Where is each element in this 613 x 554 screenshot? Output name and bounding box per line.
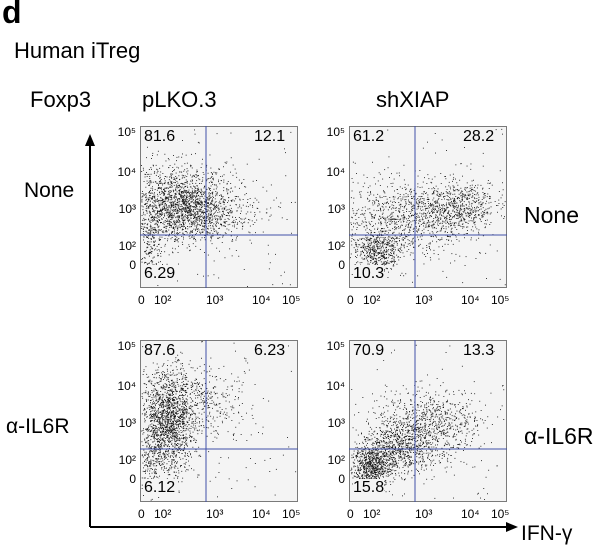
events-cloud	[141, 128, 296, 287]
events-cloud	[350, 344, 505, 500]
figure-subtitle: Human iTreg	[14, 38, 141, 63]
y-tick-label: 0	[129, 472, 136, 486]
y-tick-label: 10²	[118, 239, 136, 253]
quadrant-value-upper-left: 61.2	[353, 128, 385, 146]
x-tick-label: 10²	[154, 293, 172, 307]
x-tick-label: 10²	[363, 507, 381, 521]
quadrant-value-upper-left: 70.9	[353, 342, 385, 360]
x-tick-label: 0	[347, 293, 354, 307]
quadrant-value-upper-left: 81.6	[144, 128, 176, 146]
x-tick-label: 10³	[206, 507, 224, 521]
y-tick-label: 0	[338, 258, 345, 272]
quadrant-value-upper-right: 6.23	[254, 342, 286, 360]
panel-letter: d	[2, 0, 22, 30]
quadrant-value-lower-left: 10.3	[353, 265, 385, 283]
x-tick-label: 0	[138, 507, 145, 521]
y-tick-label: 10⁴	[117, 379, 136, 393]
dot-plot-canvas	[140, 340, 298, 502]
column-header-shXIAP: shXIAP	[376, 87, 450, 112]
quadrant-value-upper-right: 13.3	[463, 342, 495, 360]
x-tick-label: 10⁵	[282, 293, 301, 307]
y-tick-label: 10⁴	[117, 165, 136, 179]
x-marker-label: IFN-γ	[521, 522, 573, 545]
quadrant-value-upper-left: 87.6	[144, 342, 176, 360]
x-tick-label: 10⁴	[461, 293, 480, 307]
column-header-pLKO3: pLKO.3	[142, 87, 217, 112]
x-tick-label: 10⁵	[491, 507, 510, 521]
x-tick-label: 0	[138, 293, 145, 307]
quadrant-value-lower-left: 15.8	[353, 479, 385, 497]
y-tick-label: 10⁴	[326, 379, 345, 393]
x-tick-label: 0	[347, 507, 354, 521]
row-label-none-right: None	[524, 202, 579, 228]
y-tick-label: 10³	[327, 416, 345, 430]
x-tick-label: 10²	[154, 507, 172, 521]
x-tick-label: 10²	[363, 293, 381, 307]
y-tick-label: 10³	[118, 202, 136, 216]
y-tick-label: 10⁵	[326, 125, 345, 139]
x-tick-label: 10³	[415, 507, 433, 521]
y-tick-label: 10⁵	[117, 339, 136, 353]
events-cloud	[141, 341, 297, 501]
x-tick-label: 10⁴	[252, 507, 271, 521]
y-tick-label: 10²	[327, 453, 345, 467]
x-tick-label: 10⁴	[461, 507, 480, 521]
dot-plot-panel	[140, 126, 298, 288]
y-tick-label: 0	[129, 258, 136, 272]
y-tick-label: 10⁵	[326, 339, 345, 353]
y-tick-label: 10²	[118, 453, 136, 467]
dot-plot-canvas	[349, 126, 507, 288]
x-tick-label: 10⁴	[252, 293, 271, 307]
dot-plot-canvas	[140, 126, 298, 288]
y-tick-label: 10⁵	[117, 125, 136, 139]
row-label-il6r-left: α-IL6R	[6, 415, 70, 438]
y-tick-label: 10⁴	[326, 165, 345, 179]
x-tick-label: 10⁵	[282, 507, 301, 521]
x-tick-label: 10³	[415, 293, 433, 307]
events-cloud	[350, 128, 506, 286]
quadrant-value-lower-left: 6.29	[144, 265, 176, 283]
row-label-none-left: None	[24, 179, 75, 202]
quadrant-value-lower-left: 6.12	[144, 479, 176, 497]
y-marker-label: Foxp3	[30, 87, 92, 112]
y-tick-label: 10³	[118, 416, 136, 430]
y-tick-label: 10²	[327, 239, 345, 253]
y-tick-label: 0	[338, 472, 345, 486]
x-tick-label: 10⁵	[491, 293, 510, 307]
row-label-il6r-right: α-IL6R	[524, 423, 594, 449]
dot-plot-canvas	[349, 340, 507, 502]
quadrant-value-upper-right: 28.2	[463, 128, 495, 146]
x-tick-label: 10³	[206, 293, 224, 307]
dot-plot-panel	[349, 340, 507, 502]
y-tick-label: 10³	[327, 202, 345, 216]
dot-plot-panel	[140, 340, 298, 502]
quadrant-value-upper-right: 12.1	[254, 128, 286, 146]
